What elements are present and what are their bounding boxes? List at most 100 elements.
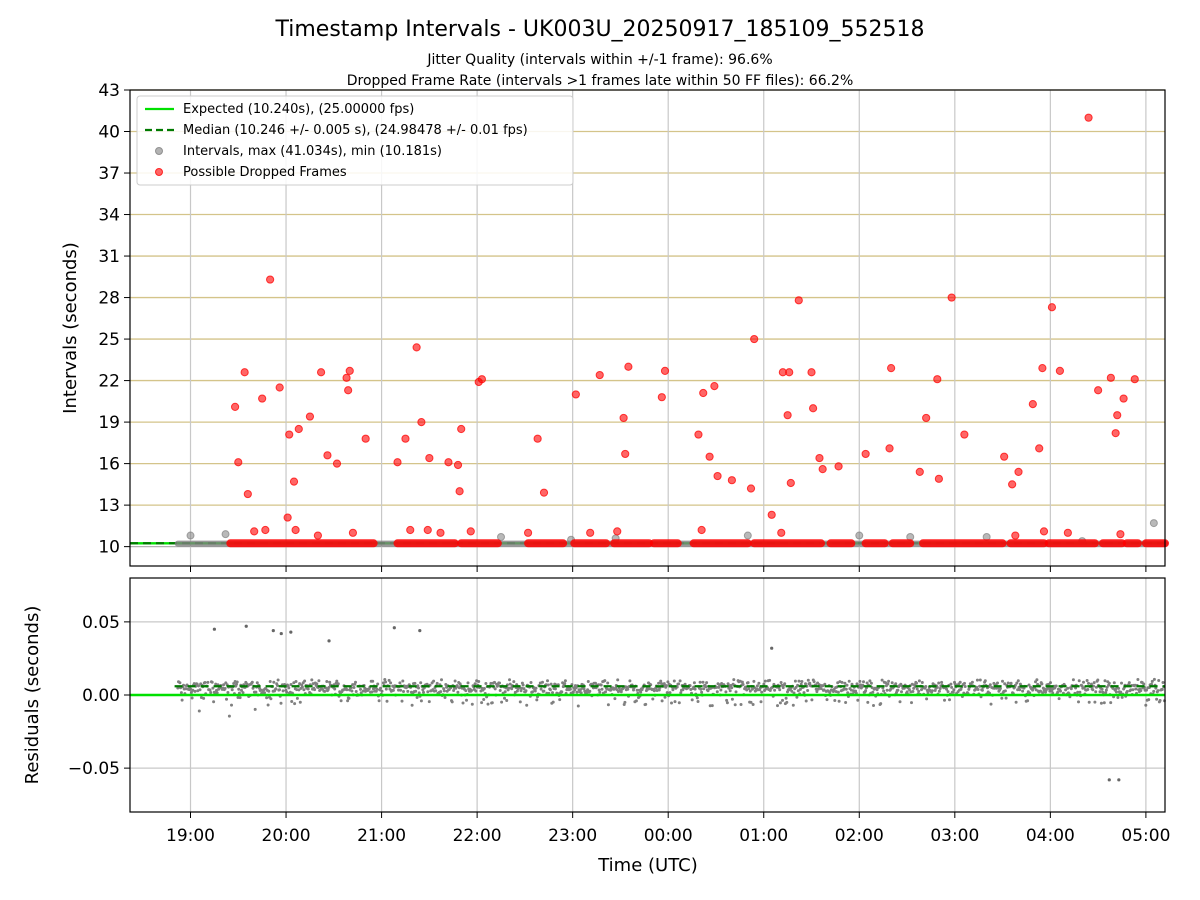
intervals-ytick-label-37: 37 bbox=[98, 164, 120, 184]
dropped-frame-point bbox=[453, 460, 463, 470]
dropped-frame-point bbox=[885, 444, 894, 453]
dropped-frame-point bbox=[283, 513, 292, 522]
dropped-frame-point bbox=[571, 390, 580, 399]
dropped-frame-point bbox=[777, 528, 786, 537]
dropped-frame-point bbox=[275, 383, 284, 392]
dropped-frame-point bbox=[240, 368, 249, 377]
residuals-reference-lines bbox=[130, 685, 1165, 697]
x-tick-label-6: 01:00 bbox=[739, 826, 788, 846]
dropped-frame-point bbox=[657, 393, 666, 402]
dropped-frame-point bbox=[595, 370, 604, 380]
x-tick-label-4: 23:00 bbox=[548, 826, 597, 846]
dropped-frame-point bbox=[361, 434, 370, 443]
intervals-ytick-label-40: 40 bbox=[98, 123, 120, 143]
dropped-frame-point bbox=[1035, 444, 1044, 453]
dropped-frame-point bbox=[1130, 375, 1139, 384]
intervals-panel: 10 13 16 19 22 25 28 31 34 37 40 43 Intervals (seco… bbox=[60, 81, 1169, 572]
dropped-frame-point bbox=[697, 525, 706, 535]
dropped-frame-point bbox=[785, 368, 794, 377]
dropped-frame-point bbox=[332, 459, 342, 468]
dropped-frame-point bbox=[401, 434, 410, 443]
x-tick-label-9: 04:00 bbox=[1026, 826, 1075, 846]
dropped-frame-point bbox=[710, 382, 719, 391]
dropped-frame-point bbox=[345, 366, 354, 375]
interval-point bbox=[743, 531, 752, 540]
dropped-frame-point bbox=[305, 412, 315, 421]
dropped-frame-point bbox=[933, 375, 942, 384]
dropped-frame-point bbox=[1039, 527, 1049, 536]
dropped-frame-point bbox=[266, 275, 275, 284]
dropped-frame-point bbox=[406, 525, 415, 535]
dropped-frame-point bbox=[294, 424, 303, 434]
dropped-frame-point bbox=[1094, 386, 1103, 395]
residual-outlier-point bbox=[770, 646, 774, 650]
legend-dropped-label: Possible Dropped Frames bbox=[183, 165, 347, 180]
dropped-frame-point bbox=[289, 477, 299, 486]
dropped-frame-point bbox=[1011, 531, 1020, 540]
dropped-frame-point bbox=[323, 451, 332, 460]
dropped-frame-point bbox=[767, 510, 776, 519]
residual-outlier-point bbox=[327, 639, 331, 643]
intervals-ytick-label-19: 19 bbox=[98, 413, 120, 433]
dropped-frame-point bbox=[815, 453, 824, 463]
intervals-ytick-label-22: 22 bbox=[98, 372, 120, 392]
dropped-frame-point bbox=[417, 417, 426, 427]
residuals-ytick-label-1: 0.00 bbox=[82, 686, 120, 706]
residuals-y-ticks: 0.05 0.00 −0.05 bbox=[68, 613, 130, 779]
residual-outlier-point bbox=[289, 630, 293, 634]
dropped-frame-point bbox=[258, 394, 267, 403]
dropped-frame-point bbox=[619, 413, 628, 423]
x-tick-label-2: 21:00 bbox=[357, 826, 406, 846]
intervals-frame bbox=[129, 89, 1166, 567]
dropped-frame-point bbox=[477, 375, 486, 384]
legend-median-label: Median (10.246 +/- 0.005 s), (24.98478 +… bbox=[183, 123, 528, 138]
intervals-ytick-label-16: 16 bbox=[98, 455, 120, 475]
dropped-frame-point bbox=[818, 465, 827, 474]
interval-point bbox=[497, 532, 506, 541]
residual-outlier-point bbox=[392, 626, 396, 630]
dropped-frame-point bbox=[1008, 480, 1017, 489]
intervals-ytick-label-43: 43 bbox=[98, 81, 120, 101]
x-tick-label-7: 02:00 bbox=[835, 826, 884, 846]
residual-outlier-point bbox=[212, 627, 216, 631]
dropped-frame-point bbox=[713, 471, 722, 481]
residual-outlier-point bbox=[1117, 778, 1121, 782]
intervals-y-ticks: 10 13 16 19 22 25 28 31 34 37 40 43 bbox=[98, 81, 130, 558]
x-tick-label-8: 03:00 bbox=[930, 826, 979, 846]
residual-outlier-point bbox=[279, 631, 283, 636]
dropped-frame-point bbox=[794, 296, 803, 305]
interval-point bbox=[221, 530, 230, 539]
residuals-panel: 0.05 0.00 −0.05 19:00 20:00 21:00 22:00 23:00 0… bbox=[22, 577, 1170, 876]
dropped-frame-point bbox=[660, 366, 670, 375]
dropped-frame-point bbox=[1055, 366, 1065, 375]
dropped-frame-point bbox=[1084, 113, 1093, 122]
legend-intervals-swatch bbox=[155, 147, 163, 155]
dropped-frame-point bbox=[539, 488, 549, 497]
x-tick-label-3: 22:00 bbox=[453, 826, 502, 846]
dropped-frame-point bbox=[1119, 394, 1128, 403]
dropped-frame-point bbox=[444, 458, 453, 467]
intervals-ytick-label-34: 34 bbox=[98, 206, 120, 226]
x-tick-label-1: 20:00 bbox=[262, 826, 311, 846]
dropped-frame-point bbox=[621, 449, 630, 459]
residuals-y-axis-label: Residuals (seconds) bbox=[22, 606, 43, 785]
dropped-frame-point bbox=[1028, 400, 1037, 409]
residuals-ytick-label-0: 0.05 bbox=[82, 613, 120, 633]
dropped-frame-point bbox=[1047, 303, 1057, 312]
dropped-frame-point bbox=[261, 525, 270, 535]
dropped-frame-point bbox=[455, 487, 464, 496]
dropped-frame-point bbox=[291, 525, 300, 535]
dropped-frame-point bbox=[1106, 373, 1115, 382]
x-tick-label-10: 05:00 bbox=[1121, 826, 1170, 846]
x-axis-label: Time (UTC) bbox=[597, 855, 698, 876]
dropped-frame-point bbox=[699, 388, 708, 398]
intervals-ytick-label-10: 10 bbox=[98, 538, 120, 558]
legend-expected-label: Expected (10.240s), (25.00000 fps) bbox=[183, 102, 414, 117]
residual-outlier-point bbox=[271, 629, 275, 633]
dropped-frame-point bbox=[342, 373, 351, 382]
legend-box bbox=[136, 95, 574, 186]
dropped-frame-point bbox=[746, 484, 756, 493]
intervals-ytick-label-25: 25 bbox=[98, 330, 120, 350]
interval-point bbox=[1149, 519, 1158, 528]
